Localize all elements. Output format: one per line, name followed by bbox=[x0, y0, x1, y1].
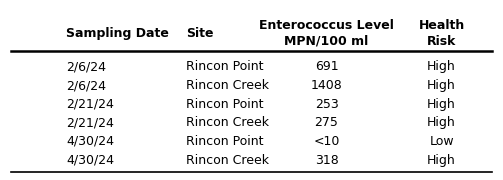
Text: 275: 275 bbox=[314, 116, 339, 129]
Text: 2/6/24: 2/6/24 bbox=[66, 79, 107, 92]
Text: 4/30/24: 4/30/24 bbox=[66, 154, 114, 166]
Text: High: High bbox=[427, 60, 456, 73]
Text: Rincon Creek: Rincon Creek bbox=[187, 154, 270, 166]
Text: 691: 691 bbox=[315, 60, 339, 73]
Text: 253: 253 bbox=[315, 98, 339, 111]
Text: Rincon Point: Rincon Point bbox=[187, 98, 264, 111]
Text: Sampling Date: Sampling Date bbox=[66, 27, 170, 40]
Text: High: High bbox=[427, 154, 456, 166]
Text: Rincon Creek: Rincon Creek bbox=[187, 116, 270, 129]
Text: High: High bbox=[427, 116, 456, 129]
Text: Health
Risk: Health Risk bbox=[418, 19, 465, 48]
Text: Rincon Creek: Rincon Creek bbox=[187, 79, 270, 92]
Text: 2/21/24: 2/21/24 bbox=[66, 98, 114, 111]
Text: High: High bbox=[427, 79, 456, 92]
Text: 2/21/24: 2/21/24 bbox=[66, 116, 114, 129]
Text: Enterococcus Level
MPN/100 ml: Enterococcus Level MPN/100 ml bbox=[259, 19, 394, 48]
Text: 318: 318 bbox=[315, 154, 339, 166]
Text: Low: Low bbox=[429, 135, 454, 148]
Text: Rincon Point: Rincon Point bbox=[187, 60, 264, 73]
Text: 4/30/24: 4/30/24 bbox=[66, 135, 114, 148]
Text: Site: Site bbox=[187, 27, 214, 40]
Text: 1408: 1408 bbox=[311, 79, 343, 92]
Text: 2/6/24: 2/6/24 bbox=[66, 60, 107, 73]
Text: High: High bbox=[427, 98, 456, 111]
Text: Rincon Point: Rincon Point bbox=[187, 135, 264, 148]
Text: <10: <10 bbox=[313, 135, 340, 148]
